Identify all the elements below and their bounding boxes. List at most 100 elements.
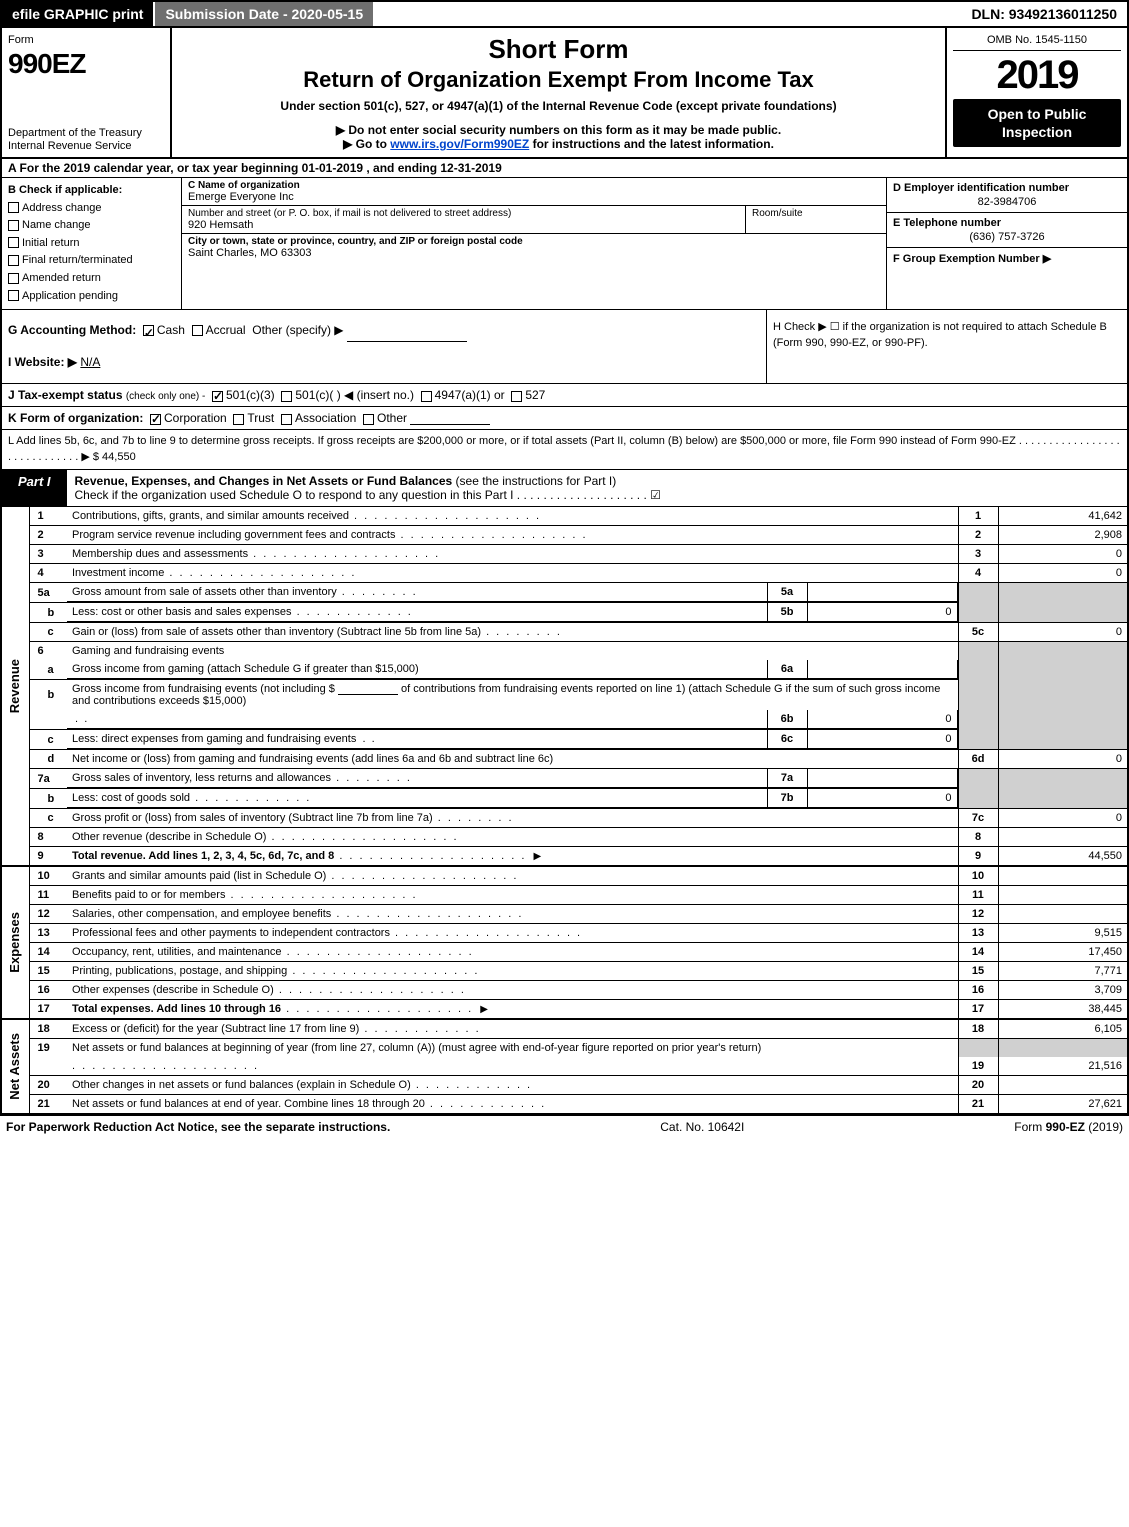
bullet2-post: for instructions and the latest informat… bbox=[529, 137, 774, 151]
netassets-side-label: Net Assets bbox=[7, 1033, 22, 1100]
phone-value: (636) 757-3726 bbox=[893, 231, 1121, 243]
check-amended-return[interactable]: Amended return bbox=[8, 270, 175, 288]
check-527[interactable] bbox=[511, 391, 522, 402]
cash-label: Cash bbox=[157, 323, 185, 337]
line-j: J Tax-exempt status (check only one) - 5… bbox=[0, 384, 1129, 407]
line-21: 21Net assets or fund balances at end of … bbox=[1, 1095, 1128, 1115]
check-final-return[interactable]: Final return/terminated bbox=[8, 252, 175, 270]
opt-other-org: Other bbox=[377, 411, 407, 425]
opt-501c3: 501(c)(3) bbox=[226, 388, 275, 402]
ein-label: D Employer identification number bbox=[893, 182, 1121, 194]
gh-row: G Accounting Method: Cash Accrual Other … bbox=[0, 310, 1129, 384]
line-1: Revenue 1 Contributions, gifts, grants, … bbox=[1, 507, 1128, 526]
footer: For Paperwork Reduction Act Notice, see … bbox=[0, 1115, 1129, 1138]
line-9: 9Total revenue. Add lines 1, 2, 3, 4, 5c… bbox=[1, 847, 1128, 867]
line-11: 11Benefits paid to or for members 11 bbox=[1, 886, 1128, 905]
line-20: 20Other changes in net assets or fund ba… bbox=[1, 1076, 1128, 1095]
ein-value: 82-3984706 bbox=[893, 196, 1121, 208]
check-other-org[interactable] bbox=[363, 414, 374, 425]
org-name-label: C Name of organization bbox=[188, 180, 880, 191]
check-trust[interactable] bbox=[233, 414, 244, 425]
open-to-public-inspection: Open to Public Inspection bbox=[953, 99, 1121, 147]
form-subtitle: Under section 501(c), 527, or 4947(a)(1)… bbox=[178, 99, 939, 113]
line-10: Expenses 10Grants and similar amounts pa… bbox=[1, 866, 1128, 886]
bullet-1: ▶ Do not enter social security numbers o… bbox=[178, 123, 939, 137]
line-13: 13Professional fees and other payments t… bbox=[1, 924, 1128, 943]
check-accrual[interactable] bbox=[192, 325, 203, 336]
line-19-top: 19Net assets or fund balances at beginni… bbox=[1, 1039, 1128, 1058]
street-label: Number and street (or P. O. box, if mail… bbox=[188, 208, 739, 219]
line-h: H Check ▶ ☐ if the organization is not r… bbox=[767, 310, 1127, 383]
line-17: 17Total expenses. Add lines 10 through 1… bbox=[1, 1000, 1128, 1020]
part1-table: Revenue 1 Contributions, gifts, grants, … bbox=[0, 507, 1129, 1115]
opt-4947: 4947(a)(1) or bbox=[435, 388, 505, 402]
tax-year: 2019 bbox=[953, 55, 1121, 95]
opt-corporation: Corporation bbox=[164, 411, 227, 425]
org-name-cell: C Name of organization Emerge Everyone I… bbox=[182, 178, 886, 206]
opt-trust: Trust bbox=[247, 411, 274, 425]
box-b: B Check if applicable: Address change Na… bbox=[2, 178, 182, 309]
check-initial-return[interactable]: Initial return bbox=[8, 235, 175, 253]
check-501c[interactable] bbox=[281, 391, 292, 402]
city-label: City or town, state or province, country… bbox=[188, 236, 880, 247]
box-d: D Employer identification number 82-3984… bbox=[887, 178, 1127, 213]
line-6: 6Gaming and fundraising events bbox=[1, 642, 1128, 661]
top-bar: efile GRAPHIC print Submission Date - 20… bbox=[0, 0, 1129, 26]
revenue-side-label: Revenue bbox=[7, 659, 22, 713]
line-3: 3Membership dues and assessments 30 bbox=[1, 545, 1128, 564]
omb-number: OMB No. 1545-1150 bbox=[953, 34, 1121, 51]
line-g: G Accounting Method: Cash Accrual Other … bbox=[8, 320, 760, 342]
box-f: F Group Exemption Number ▶ bbox=[887, 248, 1127, 309]
accrual-label: Accrual bbox=[206, 323, 246, 337]
check-4947[interactable] bbox=[421, 391, 432, 402]
line-7c: cGross profit or (loss) from sales of in… bbox=[1, 809, 1128, 828]
bullet2-pre: ▶ Go to bbox=[343, 137, 390, 151]
row-a-tax-year: A For the 2019 calendar year, or tax yea… bbox=[0, 159, 1129, 178]
line-18: Net Assets 18Excess or (deficit) for the… bbox=[1, 1019, 1128, 1039]
form-number: 990EZ bbox=[8, 50, 164, 78]
check-cash[interactable] bbox=[143, 325, 154, 336]
efile-print-label[interactable]: efile GRAPHIC print bbox=[2, 2, 153, 26]
submission-date: Submission Date - 2020-05-15 bbox=[153, 2, 375, 26]
line-2: 2Program service revenue including gover… bbox=[1, 526, 1128, 545]
check-corporation[interactable] bbox=[150, 414, 161, 425]
footer-left: For Paperwork Reduction Act Notice, see … bbox=[6, 1120, 390, 1134]
other-label: Other (specify) ▶ bbox=[252, 323, 343, 337]
form-header: Form 990EZ Department of the Treasury In… bbox=[0, 26, 1129, 159]
line-6d: dNet income or (loss) from gaming and fu… bbox=[1, 750, 1128, 769]
header-left: Form 990EZ Department of the Treasury In… bbox=[2, 28, 172, 157]
gh-left: G Accounting Method: Cash Accrual Other … bbox=[2, 310, 767, 383]
street-cell: Number and street (or P. O. box, if mail… bbox=[182, 206, 746, 233]
opt-527: 527 bbox=[525, 388, 545, 402]
form-title: Return of Organization Exempt From Incom… bbox=[178, 67, 939, 93]
line-l: L Add lines 5b, 6c, and 7b to line 9 to … bbox=[0, 430, 1129, 470]
part1-title: Revenue, Expenses, and Changes in Net As… bbox=[67, 470, 1127, 506]
other-org-input[interactable] bbox=[410, 424, 490, 425]
g-label: G Accounting Method: bbox=[8, 323, 136, 337]
header-mid: Short Form Return of Organization Exempt… bbox=[172, 28, 947, 157]
box-c: C Name of organization Emerge Everyone I… bbox=[182, 178, 887, 309]
room-cell: Room/suite bbox=[746, 206, 886, 233]
irs-link[interactable]: www.irs.gov/Form990EZ bbox=[390, 137, 529, 151]
line-5c: cGain or (loss) from sale of assets othe… bbox=[1, 623, 1128, 642]
check-501c3[interactable] bbox=[212, 391, 223, 402]
short-form-label: Short Form bbox=[178, 34, 939, 65]
check-association[interactable] bbox=[281, 414, 292, 425]
check-address-change[interactable]: Address change bbox=[8, 200, 175, 218]
expenses-side-label: Expenses bbox=[7, 912, 22, 973]
other-specify-input[interactable] bbox=[347, 341, 467, 342]
header-bullets: ▶ Do not enter social security numbers o… bbox=[178, 123, 939, 151]
bullet-2: ▶ Go to www.irs.gov/Form990EZ for instru… bbox=[178, 137, 939, 151]
line-7a: 7a Gross sales of inventory, less return… bbox=[1, 769, 1128, 789]
dln-label: DLN: 93492136011250 bbox=[961, 2, 1127, 26]
topbar-spacer bbox=[375, 2, 961, 26]
box-b-label: B Check if applicable: bbox=[8, 182, 175, 200]
check-name-change[interactable]: Name change bbox=[8, 217, 175, 235]
street-row: Number and street (or P. O. box, if mail… bbox=[182, 206, 886, 234]
footer-right: Form 990-EZ (2019) bbox=[1014, 1120, 1123, 1134]
check-application-pending[interactable]: Application pending bbox=[8, 288, 175, 306]
line-5a: 5a Gross amount from sale of assets othe… bbox=[1, 583, 1128, 603]
form-word: Form bbox=[8, 34, 164, 46]
line-14: 14Occupancy, rent, utilities, and mainte… bbox=[1, 943, 1128, 962]
org-name: Emerge Everyone Inc bbox=[188, 191, 880, 203]
